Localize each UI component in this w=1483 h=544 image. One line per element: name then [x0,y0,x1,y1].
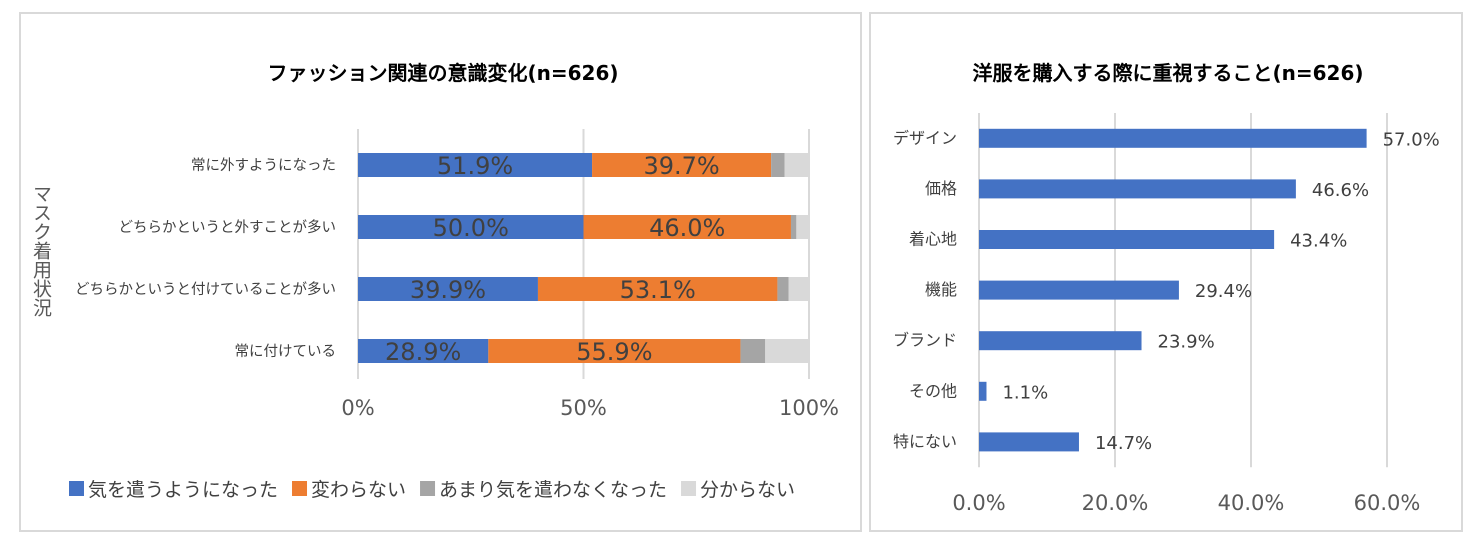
bar-segment [790,215,797,239]
category-label: デザイン [893,128,957,147]
chart-title: 洋服を購入する際に重視すること(n=626) [972,61,1363,85]
data-label: 14.7% [1095,433,1152,454]
data-label: 43.4% [1290,231,1347,252]
data-label: 57.0% [1383,129,1440,150]
x-tick-label: 100% [779,396,839,420]
chart-title: ファッション関連の意識変化(n=626) [267,61,618,85]
data-label: 46.6% [1312,180,1369,201]
bar [979,179,1296,199]
data-label: 23.9% [1158,332,1215,353]
data-label: 39.7% [643,152,719,180]
data-label: 50.0% [433,214,509,242]
bar-segment [358,339,489,363]
category-label: 価格 [925,179,957,198]
x-tick-label: 60.0% [1354,491,1421,515]
category-label: 常に付けている [235,343,337,360]
x-tick-label: 50% [560,396,607,420]
bar [979,432,1079,452]
bar-segment [537,277,778,301]
fashion-awareness-chart: ファッション関連の意識変化(n=626) 51.9% 39.7% 50.0% 46.0… [30,61,839,501]
category-label: 機能 [925,280,957,299]
legend-swatch [681,481,697,496]
bar-segment [583,215,791,239]
bar-segment [777,277,789,301]
legend-label: 気を遣うようになった [88,479,278,501]
x-tick-label: 20.0% [1082,491,1149,515]
bar-segment [488,339,741,363]
data-label: 29.4% [1195,281,1252,302]
bar-segment [592,153,772,177]
legend-label: 分からない [700,479,795,501]
bar-segment [358,215,584,239]
bar-segment [771,153,785,177]
category-label: 常に外すようになった [191,157,336,174]
bar-segment [784,153,809,177]
data-label: 46.0% [649,214,725,242]
category-label: どちらかというと外すことが多い [119,219,337,236]
data-label: 55.9% [576,338,652,366]
bar [979,230,1275,249]
purchase-priority-chart: 洋服を購入する際に重視すること(n=626) 57.0% 46.6% 43.4% 29… [893,61,1440,515]
data-label: 51.9% [437,152,513,180]
data-label: 1.1% [1002,382,1048,403]
purchase-priority-chart-panel: 洋服を購入する際に重視すること(n=626) 57.0% 46.6% 43.4% 29… [869,12,1463,532]
category-label: 特にない [893,432,957,451]
bar-segment [358,153,593,177]
bar [979,381,987,401]
x-tick-label: 40.0% [1218,491,1285,515]
legend-swatch [69,481,84,496]
bar [979,128,1367,148]
fashion-awareness-chart-panel: ファッション関連の意識変化(n=626) 51.9% 39.7% 50.0% 46.0… [19,12,862,532]
bar-segment [796,215,809,239]
bar-segment [358,277,538,301]
category-label: 着心地 [909,230,957,249]
y-axis-label: マスク着用状況 [30,184,52,317]
data-label: 39.9% [410,276,486,304]
x-tick-label: 0.0% [952,491,1005,515]
category-label: どちらかというと付けていることが多い [75,281,336,298]
category-label: ブランド [893,331,957,350]
bar-segment [788,277,809,301]
x-tick-label: 0% [341,396,374,420]
data-label: 28.9% [385,338,461,366]
bar [979,280,1179,300]
legend-label: 変わらない [311,479,406,501]
legend-swatch [420,481,436,496]
bar-segment [765,339,809,363]
bar [979,331,1142,351]
data-label: 53.1% [620,276,696,304]
legend-swatch [292,481,308,496]
legend-label: あまり気を遣わなくなった [439,479,667,501]
bar-segment [740,339,766,363]
category-label: その他 [909,381,957,400]
